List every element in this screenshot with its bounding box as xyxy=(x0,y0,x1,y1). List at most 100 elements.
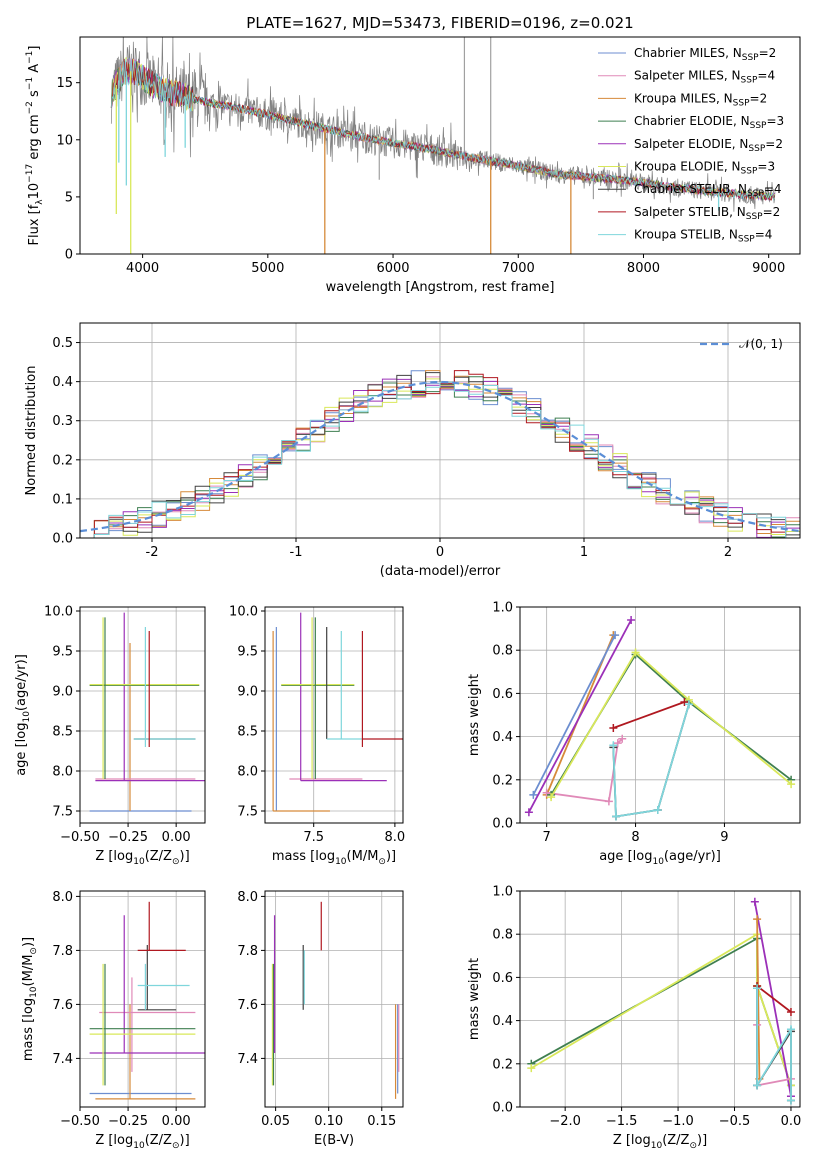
y-tick-label: 0.1 xyxy=(52,492,73,507)
x-tick-label: 0.10 xyxy=(314,1114,343,1129)
weight-marker xyxy=(631,648,640,657)
y-axis-label: age [log10(age/yr)] xyxy=(14,654,32,776)
label-part: Z [log xyxy=(613,1133,651,1148)
label-part: 10 xyxy=(335,857,347,867)
y-tick-label: 10.0 xyxy=(229,605,258,620)
weight_vs_age-plot-area xyxy=(524,615,796,821)
weight-marker xyxy=(609,741,618,750)
mass_vs_Z-plot-area xyxy=(89,901,205,1100)
x-tick-label: −0.50 xyxy=(60,1114,100,1129)
label-part: Kroupa STELIB, N xyxy=(634,228,738,242)
x-tick-label: 7 xyxy=(543,830,551,845)
spectrum-y-axis-label: Flux [fλ10−17 erg cm−2 s−1 A−1] xyxy=(25,46,45,246)
mass-vs-metallicity-panel: −0.50 −0.25 0.007.47.67.88.0Z [log10(Z/Z⊙)… xyxy=(21,890,206,1151)
axes-frame xyxy=(79,36,801,255)
x-tick-label: −0.50 xyxy=(60,830,100,845)
label-part: )] xyxy=(180,1133,190,1148)
weight-line xyxy=(756,988,792,1101)
x-tick-label: -1 xyxy=(290,545,303,560)
axes-frame xyxy=(519,890,801,1108)
weight-marker xyxy=(527,1064,536,1073)
label-part: =2 xyxy=(750,91,768,105)
label-part: =3 xyxy=(757,160,775,174)
label-part: )] xyxy=(180,849,190,864)
y-tick-label: 9.0 xyxy=(52,685,73,700)
label-part: SSP xyxy=(750,121,767,131)
x-tick-label: 9000 xyxy=(752,261,785,276)
y-axis-label: mass weight xyxy=(467,958,482,1040)
label-part: Chabrier MILES, N xyxy=(634,46,742,60)
x-tick-label: −0.25 xyxy=(108,1114,148,1129)
data-spectrum-line xyxy=(110,37,776,212)
x-tick-label: 8 xyxy=(631,830,639,845)
y-tick-label: 7.5 xyxy=(237,805,258,820)
label-part: ⊙ xyxy=(29,947,39,955)
y-tick-label: 15 xyxy=(56,76,73,91)
label-part: SSP xyxy=(738,235,755,245)
label-part: 10 xyxy=(652,857,664,867)
age-vs-metallicity-panel: −0.50 −0.25 0.007.58.08.59.09.510.0Z [log1… xyxy=(14,605,206,867)
label-part: =4 xyxy=(764,182,782,196)
x-tick-label: 0.0 xyxy=(781,1114,802,1129)
y-tick-label: 0.6 xyxy=(492,687,513,702)
mass_vs_ebv-plot-area xyxy=(271,901,400,1099)
label-part: −1 xyxy=(25,51,35,64)
label-part: (M/M xyxy=(347,849,379,864)
weight-vs-age-panel: 7 8 9 0.0 0.2 0.4 0.6 0.8 1.0 age [log10(age/yr)]… xyxy=(467,601,801,867)
y-tick-label: 0.0 xyxy=(492,817,513,832)
weight-line xyxy=(612,703,690,818)
y-tick-label: 0.8 xyxy=(492,644,513,659)
label-part: SSP xyxy=(746,212,763,222)
x-tick-label: −1.5 xyxy=(606,1114,638,1129)
label-part: SSP xyxy=(742,53,759,63)
weight-marker xyxy=(547,793,556,802)
label-part: Kroupa MILES, N xyxy=(634,91,733,105)
y-tick-label: 8.5 xyxy=(52,725,73,740)
legend-entry: Chabrier MILES, NSSP=2 xyxy=(634,46,776,63)
residuals-panel: -2 -1 0 1 2 0.0 0.1 0.2 0.3 0.4 0.5 (data-model)/er… xyxy=(24,322,801,579)
x-axis-label: (data-model)/error xyxy=(380,564,501,579)
weight-marker xyxy=(684,700,693,709)
x-tick-label: 0 xyxy=(436,545,444,560)
legend-entry: Kroupa STELIB, NSSP=4 xyxy=(634,228,772,245)
label-part: Salpeter ELODIE, N xyxy=(634,137,748,151)
model-spectrum-line xyxy=(110,58,775,201)
weight-marker xyxy=(542,788,551,797)
label-part: ⊙ xyxy=(689,1141,697,1151)
label-part: (age/yr)] xyxy=(14,654,29,711)
label-part: SSP xyxy=(733,98,750,108)
weight-line xyxy=(550,650,792,798)
spectrum-title: PLATE=1627, MJD=53473, FIBERID=0196, z=0… xyxy=(246,14,633,32)
label-part: Salpeter STELIB, N xyxy=(634,205,746,219)
y-tick-label: 10.0 xyxy=(44,605,73,620)
label-part: Flux [ xyxy=(27,209,42,245)
legend-entry: Chabrier ELODIE, NSSP=3 xyxy=(634,114,784,131)
y-tick-label: 9.5 xyxy=(52,645,73,660)
x-tick-label: -2 xyxy=(146,545,159,560)
y-axis-label: mass [log10(M/M⊙)] xyxy=(21,937,39,1061)
label-part: age [log xyxy=(14,723,29,776)
y-tick-label: 1.0 xyxy=(492,885,513,900)
y-tick-label: 7.5 xyxy=(52,805,73,820)
label-part: =4 xyxy=(757,69,775,83)
x-tick-label: −2.0 xyxy=(549,1114,581,1129)
label-part: A xyxy=(27,64,42,77)
legend-entry: Chabrier STELIB, NSSP=4 xyxy=(634,182,782,199)
label-part: Chabrier ELODIE, N xyxy=(634,114,750,128)
x-tick-label: 0.15 xyxy=(367,1114,396,1129)
weight-marker xyxy=(524,808,533,817)
x-tick-label: 8000 xyxy=(627,261,660,276)
axes-frame xyxy=(264,606,404,824)
x-tick-label: 4000 xyxy=(126,261,159,276)
axes-frame xyxy=(79,890,206,1108)
legend-entry-gauss: 𝒩(0, 1) xyxy=(739,337,783,351)
y-tick-label: 8.0 xyxy=(237,890,258,905)
y-tick-label: 0.0 xyxy=(492,1101,513,1116)
weight-marker xyxy=(753,915,762,924)
y-tick-label: 8.0 xyxy=(237,765,258,780)
x-tick-label: −1.0 xyxy=(662,1114,694,1129)
weight_vs_Z-plot-area xyxy=(527,897,795,1105)
y-axis-label: mass weight xyxy=(467,674,482,756)
